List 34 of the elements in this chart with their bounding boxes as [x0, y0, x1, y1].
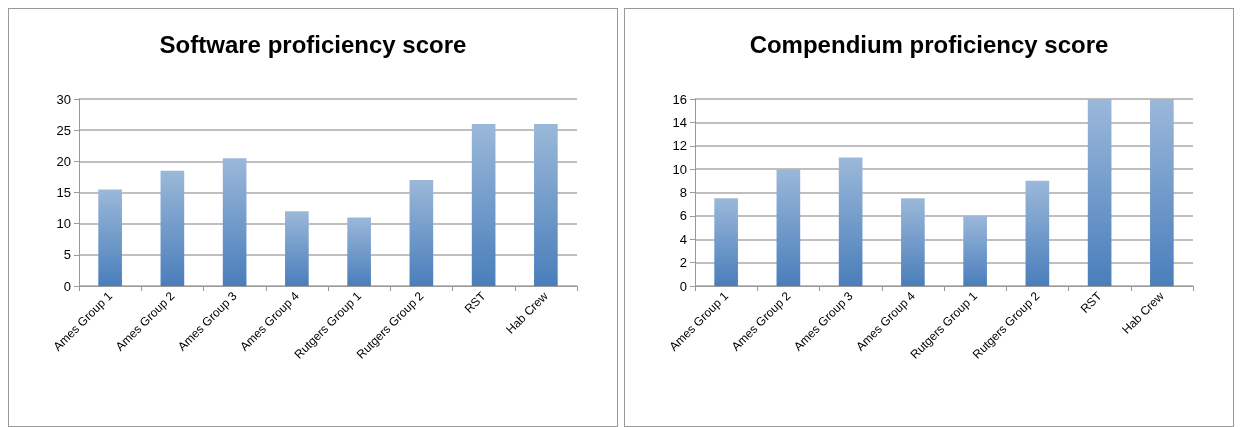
y-tick-label: 5 — [63, 247, 71, 263]
y-tick-label: 2 — [679, 255, 687, 271]
y-tick-label: 0 — [63, 278, 71, 294]
bar — [222, 158, 247, 286]
y-tick-label: 0 — [679, 278, 687, 294]
y-tick-label: 20 — [56, 153, 71, 169]
bar — [98, 189, 122, 286]
y-tick-label: 15 — [56, 185, 71, 200]
bar — [1150, 99, 1174, 286]
y-tick-label: 12 — [672, 138, 687, 154]
y-tick-label: 30 — [56, 91, 71, 107]
chart-title: Compendium proficiency score — [749, 30, 1109, 58]
bar — [471, 123, 496, 286]
y-tick-label: 25 — [56, 122, 71, 138]
bar — [285, 211, 309, 286]
y-tick-label: 6 — [679, 208, 687, 224]
bar — [1025, 180, 1050, 286]
y-tick-label: 4 — [679, 231, 687, 247]
bar — [1087, 99, 1112, 286]
y-tick-label: 14 — [672, 114, 687, 130]
bar — [963, 215, 987, 286]
bar — [160, 170, 185, 286]
y-tick-label: 10 — [56, 216, 71, 232]
bar — [838, 157, 863, 286]
chart-title: Software proficiency score — [159, 30, 467, 58]
bar — [409, 180, 434, 286]
bar — [714, 198, 738, 286]
bar — [534, 123, 558, 286]
y-tick-label: 10 — [672, 161, 687, 177]
bar — [347, 217, 371, 286]
y-tick-label: 8 — [679, 185, 687, 200]
bar — [901, 198, 925, 286]
y-tick-label: 16 — [672, 91, 687, 107]
bar — [776, 169, 801, 286]
